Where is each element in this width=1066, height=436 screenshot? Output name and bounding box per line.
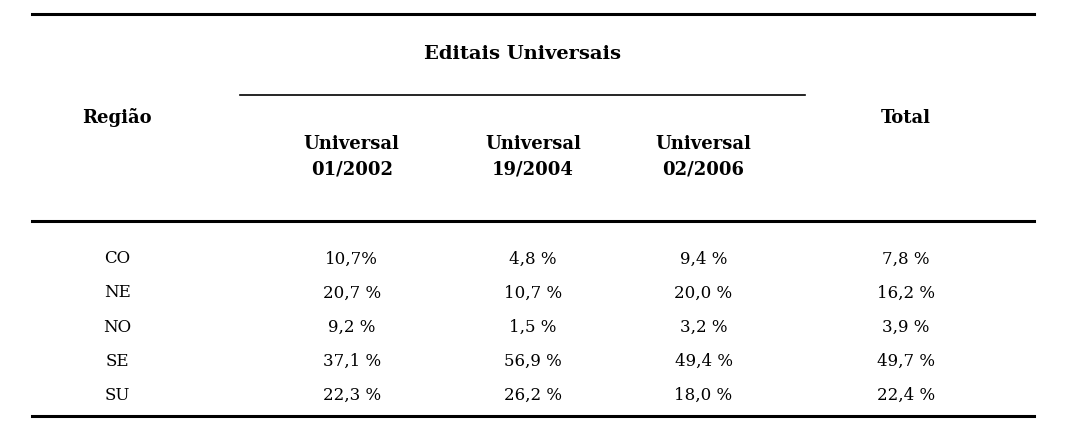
Text: SE: SE	[106, 353, 129, 370]
Text: 49,4 %: 49,4 %	[675, 353, 732, 370]
Text: 20,0 %: 20,0 %	[675, 284, 732, 301]
Text: 9,2 %: 9,2 %	[328, 319, 375, 335]
Text: Universal
01/2002: Universal 01/2002	[304, 135, 400, 178]
Text: Universal
02/2006: Universal 02/2006	[656, 135, 752, 178]
Text: 56,9 %: 56,9 %	[504, 353, 562, 370]
Text: 9,4 %: 9,4 %	[680, 250, 727, 267]
Text: Universal
19/2004: Universal 19/2004	[485, 135, 581, 178]
Text: SU: SU	[104, 387, 130, 404]
Text: NO: NO	[103, 319, 131, 335]
Text: 16,2 %: 16,2 %	[877, 284, 935, 301]
Text: Editais Universais: Editais Universais	[424, 45, 620, 64]
Text: 7,8 %: 7,8 %	[883, 250, 930, 267]
Text: NE: NE	[103, 284, 131, 301]
Text: 37,1 %: 37,1 %	[323, 353, 381, 370]
Text: 22,3 %: 22,3 %	[323, 387, 381, 404]
Text: 18,0 %: 18,0 %	[675, 387, 732, 404]
Text: 3,2 %: 3,2 %	[680, 319, 727, 335]
Text: Total: Total	[882, 109, 931, 126]
Text: 10,7 %: 10,7 %	[504, 284, 562, 301]
Text: 10,7%: 10,7%	[325, 250, 378, 267]
Text: 22,4 %: 22,4 %	[877, 387, 935, 404]
Text: CO: CO	[104, 250, 130, 267]
Text: Região: Região	[82, 108, 152, 127]
Text: 4,8 %: 4,8 %	[510, 250, 556, 267]
Text: 3,9 %: 3,9 %	[883, 319, 930, 335]
Text: 20,7 %: 20,7 %	[323, 284, 381, 301]
Text: 1,5 %: 1,5 %	[510, 319, 556, 335]
Text: 49,7 %: 49,7 %	[877, 353, 935, 370]
Text: 26,2 %: 26,2 %	[504, 387, 562, 404]
